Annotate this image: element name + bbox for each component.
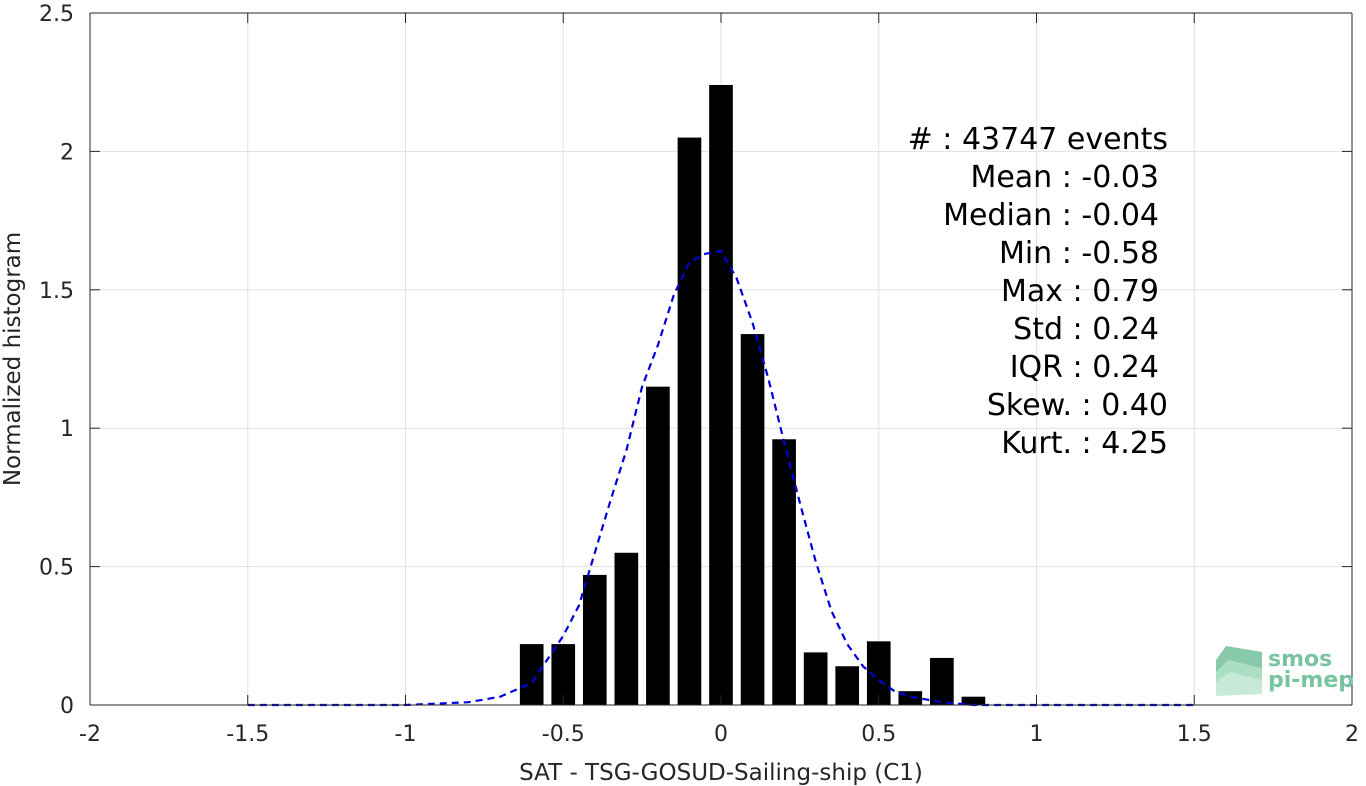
y-tick-label: 1 — [60, 417, 74, 442]
stat-min: Min : -0.58 — [999, 236, 1159, 271]
logo-text-pi-mep: pi-mep — [1268, 668, 1354, 693]
x-tick-label: 1 — [1030, 722, 1044, 747]
histogram-bar — [519, 644, 544, 705]
x-tick-label: 0.5 — [861, 722, 896, 747]
histogram-bars — [519, 84, 986, 705]
stat-max: Max : 0.79 — [1001, 274, 1159, 309]
x-tick-label: 1.5 — [1177, 722, 1212, 747]
histogram-bar — [866, 641, 891, 705]
histogram-bar — [677, 137, 702, 705]
y-tick-label: 2.5 — [39, 2, 74, 27]
x-tick-label: 0 — [714, 722, 728, 747]
x-tick-label: -2 — [79, 722, 101, 747]
histogram-bar — [614, 552, 639, 705]
x-axis-title: SAT - TSG-GOSUD-Sailing-ship (C1) — [519, 760, 923, 786]
stat-iqr: IQR : 0.24 — [1010, 350, 1159, 385]
histogram-bar — [582, 574, 607, 705]
y-tick-label: 0 — [60, 694, 74, 719]
logo-waves-icon — [1216, 646, 1262, 696]
histogram-bar — [961, 696, 986, 705]
y-tick-label: 1.5 — [39, 279, 74, 304]
histogram-bar — [709, 84, 733, 705]
x-tick-labels: -2 -1.5 -1 -0.5 0 0.5 1 1.5 2 — [79, 722, 1359, 747]
stat-std: Std : 0.24 — [1013, 312, 1159, 347]
stat-skew: Skew. : 0.40 — [987, 388, 1168, 423]
stat-median: Median : -0.04 — [943, 198, 1159, 233]
histogram-bar — [772, 439, 796, 705]
x-tick-label: -0.5 — [542, 722, 585, 747]
histogram-bar — [740, 334, 765, 705]
logo-text-smos: smos — [1268, 647, 1332, 672]
histogram-bar — [835, 666, 860, 705]
y-axis-title: Normalized histogram — [0, 232, 26, 486]
y-tick-label: 2 — [60, 140, 74, 165]
stat-events: # : 43747 events — [908, 122, 1168, 157]
histogram-bar — [930, 657, 954, 705]
axes-frame — [89, 12, 1353, 706]
fit-curve-line — [247, 249, 1195, 707]
statistics-annotation: # : 43747 events Mean : -0.03 Median : -… — [908, 122, 1168, 461]
stat-kurt: Kurt. : 4.25 — [1001, 426, 1168, 461]
x-tick-label: 2 — [1345, 722, 1359, 747]
y-tick-label: 0.5 — [39, 556, 74, 581]
smos-pi-mep-logo: smos pi-mep — [1216, 646, 1354, 696]
x-tick-label: -1.5 — [226, 722, 269, 747]
histogram-bar — [803, 652, 828, 705]
y-tick-labels: 0 0.5 1 1.5 2 2.5 — [39, 2, 74, 719]
x-tick-label: -1 — [395, 722, 417, 747]
histogram-bar — [551, 644, 576, 705]
stat-mean: Mean : -0.03 — [970, 160, 1159, 195]
histogram-bar — [646, 386, 670, 705]
